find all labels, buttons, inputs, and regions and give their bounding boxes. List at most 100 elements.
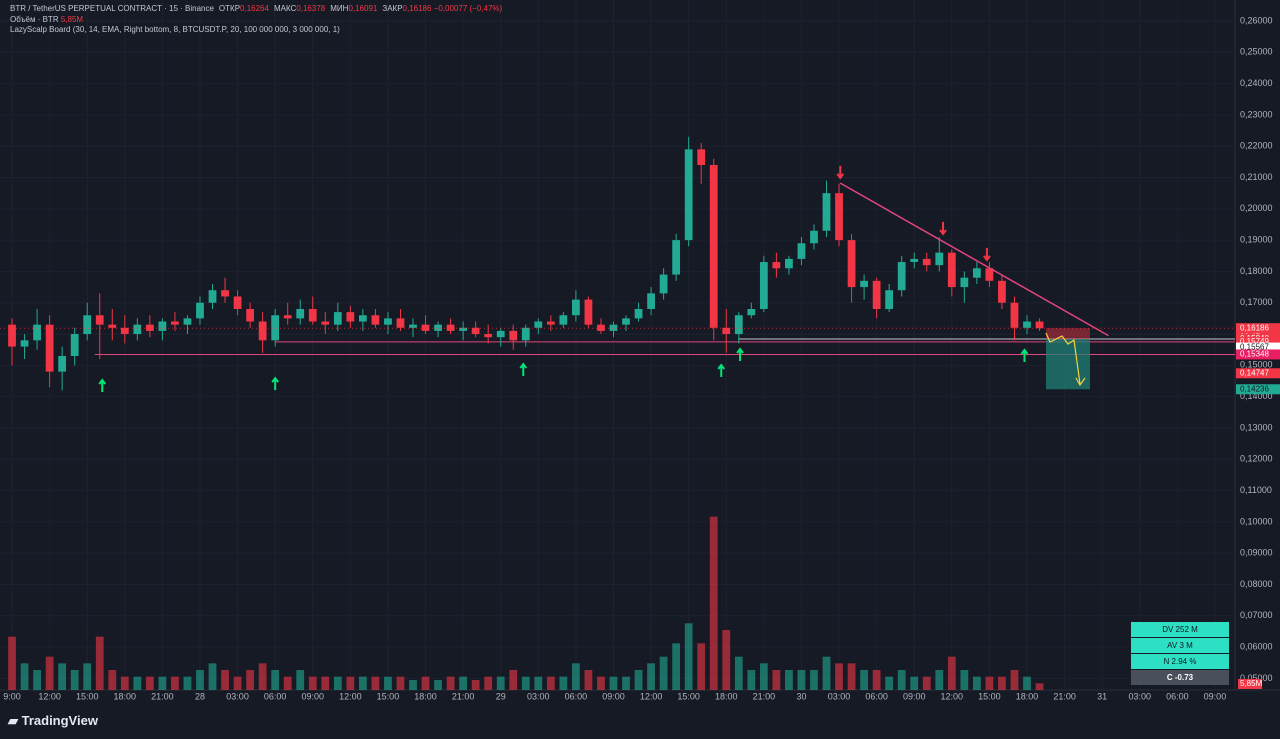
candle-body <box>196 302 204 319</box>
ohlc-key: МИН <box>330 4 349 13</box>
x-tick-label: 15:00 <box>377 691 400 701</box>
candle-body <box>283 315 292 319</box>
y-tick-label: 0,23000 <box>1240 109 1273 119</box>
candle-body <box>459 327 468 331</box>
price-tag <box>1236 342 1280 353</box>
volume-bar <box>672 643 681 690</box>
candle-body <box>584 299 593 325</box>
volume-bar <box>609 676 618 690</box>
candle-body <box>872 280 881 309</box>
volume-bar <box>108 670 117 690</box>
y-tick-label: 0,21000 <box>1240 172 1273 182</box>
y-tick-label: 0,09000 <box>1240 548 1273 558</box>
price-tag-label: 0,14747 <box>1240 368 1269 377</box>
arrow-down <box>836 165 845 180</box>
candle-body <box>384 318 392 325</box>
candle-body <box>1023 321 1031 328</box>
y-tick-label: 0,15000 <box>1240 360 1273 370</box>
candle-body <box>409 324 417 328</box>
arrow-up <box>519 362 528 377</box>
volume-bar <box>70 670 79 690</box>
candle-body <box>484 334 493 338</box>
volume-bar <box>471 680 480 690</box>
volume-bar <box>346 676 355 690</box>
chart: 0,26000 0,25000 0,24000 0,23000 0,22000 0,210… <box>0 0 1280 702</box>
x-tick-label: 06:00 <box>565 691 588 701</box>
candle-body <box>1035 321 1044 329</box>
volume-bar <box>647 663 655 690</box>
candle-body <box>171 321 179 325</box>
brand-text: TradingView <box>21 713 98 728</box>
board-row: AV 3 M <box>1131 638 1229 653</box>
volume-bar <box>145 676 154 690</box>
volume-bar <box>20 663 29 690</box>
price-tag <box>1236 384 1280 395</box>
volume-bar <box>183 676 192 690</box>
volume-bar <box>697 643 706 690</box>
price-tag-label: 0,15348 <box>1240 350 1269 359</box>
x-tick-label: 21:00 <box>151 691 174 701</box>
volume-bar <box>872 670 881 690</box>
volume-bar <box>572 663 580 690</box>
candle-body <box>822 193 831 231</box>
candle-body <box>722 327 731 335</box>
candle-body <box>972 268 981 278</box>
price-tag-label: 0,14236 <box>1240 384 1269 393</box>
volume-bar <box>835 663 843 690</box>
volume-bar <box>384 676 392 690</box>
candle-body <box>421 324 430 331</box>
x-tick-label: 18:00 <box>715 691 738 701</box>
volume-bar <box>797 670 806 690</box>
volume-bar <box>985 676 994 690</box>
x-tick-label: 09:00 <box>1204 691 1227 701</box>
candle-body <box>960 277 969 288</box>
volume-bar <box>847 663 856 690</box>
candle-body <box>985 268 994 281</box>
candle-body <box>371 315 380 325</box>
candle-body <box>509 330 518 341</box>
grid <box>0 0 1235 690</box>
x-tick-label: 09:00 <box>903 691 926 701</box>
candle-body <box>95 315 104 325</box>
x-tick-label: 03:00 <box>1129 691 1152 701</box>
candle-body <box>534 321 543 328</box>
candle-body <box>835 193 843 241</box>
ohlc-value: 0,16091 <box>348 4 378 13</box>
volume-bar <box>233 676 242 690</box>
x-tick-label: 15:00 <box>677 691 700 701</box>
target-zone <box>1046 339 1090 390</box>
candle-body <box>70 334 79 356</box>
arrow-down <box>939 221 947 236</box>
candle-body <box>233 296 242 309</box>
volume-bar <box>484 676 493 690</box>
x-tick-label: 21:00 <box>753 691 776 701</box>
price-tag-label: 0,16186 <box>1240 323 1269 332</box>
candle-body <box>634 308 643 319</box>
x-tick-label: 15:00 <box>978 691 1001 701</box>
price-tag <box>1236 349 1280 360</box>
x-tick-label: 06:00 <box>1166 691 1189 701</box>
brand: ▰ TradingView <box>8 713 98 728</box>
candle-body <box>434 324 442 331</box>
candle-body <box>83 315 92 335</box>
indicator-line: LazyScalp Board (30, 14, EMA, Right bott… <box>10 25 340 34</box>
volume-bar <box>922 676 931 690</box>
candle-body <box>947 252 956 288</box>
ohlc-key: ЗАКР <box>382 4 403 13</box>
volume-bar <box>496 676 505 690</box>
candle-body <box>8 324 16 347</box>
volume-bar <box>208 663 217 690</box>
volume-bar <box>960 670 969 690</box>
arrow-up <box>736 347 744 362</box>
stop-zone <box>1046 328 1090 340</box>
volume-bar <box>371 676 380 690</box>
y-tick-label: 0,05000 <box>1240 673 1273 683</box>
ohlc-value: 0,16264 <box>240 4 269 13</box>
candle-body <box>559 315 568 325</box>
x-tick-label: 30 <box>796 691 806 701</box>
volume-bar <box>597 676 605 690</box>
volume-bar <box>722 630 731 690</box>
candle-body <box>885 290 894 309</box>
candle-body <box>697 149 706 165</box>
volume-bar <box>521 676 530 690</box>
